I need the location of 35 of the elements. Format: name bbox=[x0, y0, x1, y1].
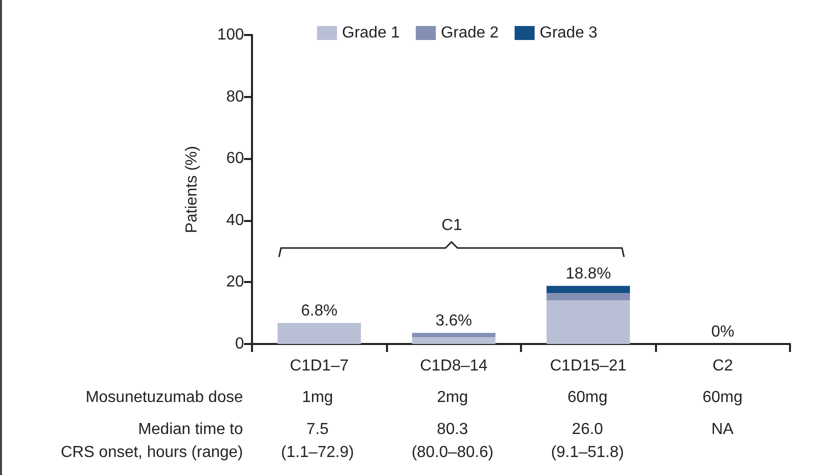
bar bbox=[412, 332, 496, 338]
y-tick-label: 60 bbox=[226, 150, 244, 168]
legend-label: Grade 2 bbox=[440, 24, 499, 42]
text: 60mg bbox=[566, 388, 609, 408]
total-label: 3.6% bbox=[436, 312, 472, 330]
y-tick-label: 0 bbox=[235, 336, 244, 352]
legend-label: Grade 3 bbox=[540, 24, 598, 42]
text: Median time to CRS onset, hours (range) bbox=[60, 420, 243, 463]
text: 2mg bbox=[436, 388, 470, 408]
text: 1mg bbox=[300, 388, 334, 408]
bar bbox=[278, 322, 361, 344]
text: NA bbox=[710, 420, 735, 440]
y-tick-label: 20 bbox=[226, 274, 244, 291]
text: Mosunetuzumab dose bbox=[86, 388, 243, 408]
bar bbox=[546, 286, 630, 294]
x-tick-label: C2 bbox=[712, 358, 734, 374]
bar bbox=[412, 337, 496, 344]
total-label: 18.8% bbox=[566, 265, 611, 282]
bar bbox=[546, 293, 630, 300]
x-tick-label: C1D8–14 bbox=[420, 358, 488, 374]
annotation: C1 bbox=[440, 216, 463, 236]
y-tick-label: 40 bbox=[226, 212, 244, 229]
legend-label: Grade 1 bbox=[342, 24, 400, 42]
bar bbox=[546, 300, 630, 344]
text: 26.0 (9.1–51.8) bbox=[550, 420, 625, 463]
x-tick-label: C1D1–7 bbox=[290, 358, 349, 374]
text: 60mg bbox=[701, 388, 744, 408]
total-label: 6.8% bbox=[301, 302, 338, 320]
text: 80.3 (80.0–80.6) bbox=[410, 420, 494, 463]
text: 7.5 (1.1–72.9) bbox=[280, 420, 355, 463]
total-label: 0% bbox=[711, 324, 734, 340]
x-tick-label: C1D15–21 bbox=[550, 358, 627, 374]
y-tick-label: 100 bbox=[217, 26, 244, 44]
y-axis-title: Patients (%) bbox=[184, 146, 200, 234]
y-tick-label: 80 bbox=[226, 88, 244, 106]
